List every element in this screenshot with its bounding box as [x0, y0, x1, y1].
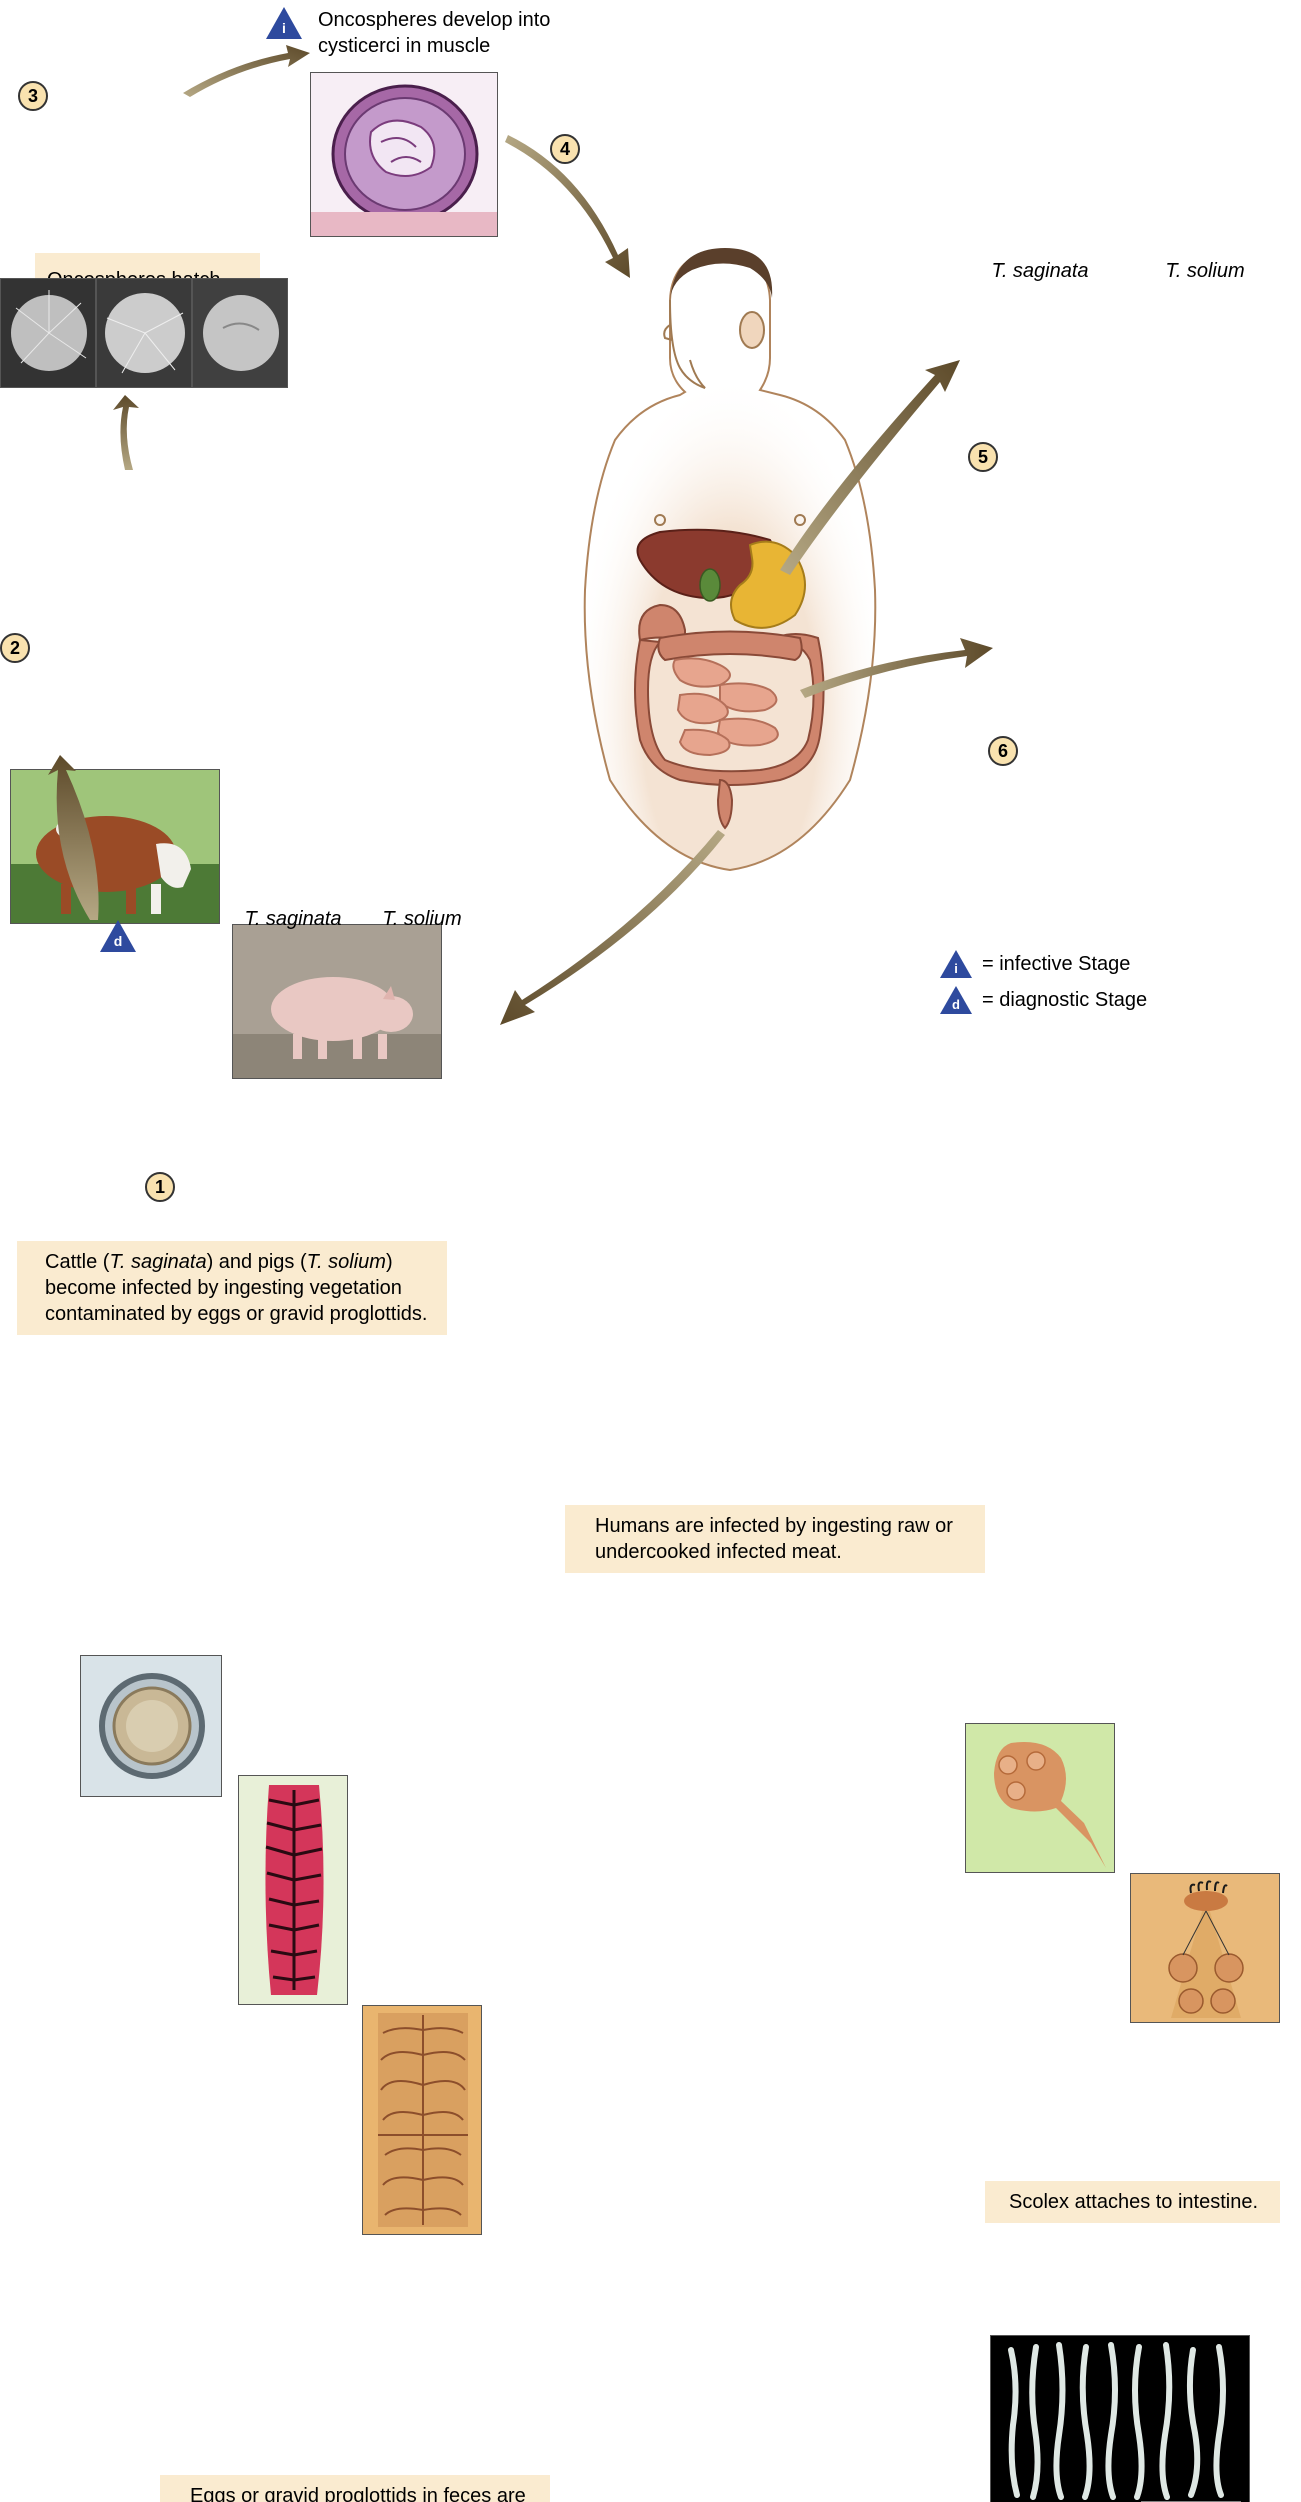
image-egg — [80, 1655, 222, 1797]
label-scolex-solium: T. solium — [1130, 260, 1280, 283]
label-scolex-saginata: T. saginata — [965, 260, 1115, 283]
image-scolex-solium — [1130, 1873, 1280, 2023]
label-proglottid-solium: T. solium — [362, 908, 482, 931]
caption-step1: Eggs or gravid proglottids in feces are … — [160, 2475, 550, 2502]
image-adults — [990, 2335, 1250, 2502]
arrow-3-to-cysticercus — [178, 45, 313, 100]
caption-cysticerci: Oncospheres develop into cysticerci in m… — [318, 7, 578, 59]
badge-5: 5 — [968, 442, 998, 472]
image-scolex-saginata — [965, 1723, 1115, 1873]
arrow-to-6 — [795, 630, 995, 710]
arrow-2-to-3 — [95, 395, 155, 475]
arrow-human-to-1 — [490, 830, 740, 1030]
legend-diagnostic: d = diagnostic Stage — [940, 986, 1147, 1014]
legend-infective: i = infective Stage — [940, 950, 1147, 978]
image-oncosphere-sem — [0, 278, 288, 388]
badge-1: 1 — [145, 1172, 175, 1202]
legend: i = infective Stage d = diagnostic Stage — [940, 950, 1147, 1022]
badge-2: 2 — [0, 633, 30, 663]
caption-step5: Scolex attaches to intestine. — [985, 2181, 1280, 2223]
badge-3: 3 — [18, 81, 48, 111]
image-proglottid-saginata — [238, 1775, 348, 2005]
image-proglottid-solium — [362, 2005, 482, 2235]
label-proglottid-saginata: T. saginata — [238, 908, 348, 931]
arrow-1-to-2 — [30, 755, 110, 925]
caption-step2: Cattle (T. saginata) and pigs (T. solium… — [17, 1241, 447, 1335]
arrow-to-5 — [770, 350, 970, 580]
caption-step4: Humans are infected by ingesting raw or … — [565, 1505, 985, 1573]
badge-6: 6 — [988, 736, 1018, 766]
image-cysticercus — [310, 72, 498, 237]
image-pig — [232, 924, 442, 1079]
